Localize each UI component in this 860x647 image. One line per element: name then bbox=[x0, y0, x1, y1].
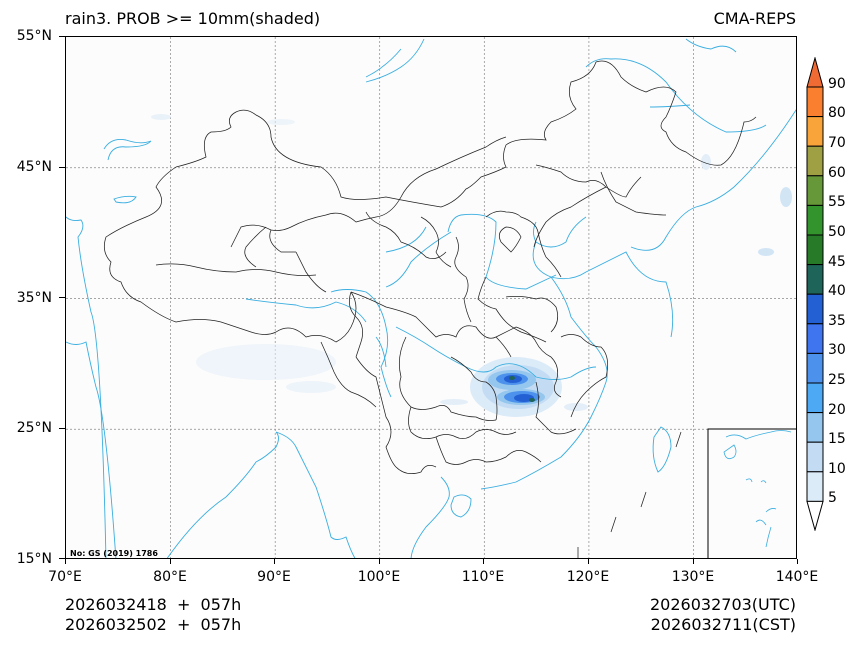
cb-label-20: 20 bbox=[828, 402, 846, 418]
colorbar bbox=[806, 57, 824, 531]
map-canvas: No: GS (2019) 1786 bbox=[66, 37, 796, 558]
y-tick-mark bbox=[59, 297, 65, 298]
chart-title: rain3. PROB >= 10mm(shaded) bbox=[65, 9, 321, 28]
init-cst: 2026032502 + 057h bbox=[65, 615, 242, 634]
valid-time-block: 2026032703(UTC) 2026032711(CST) bbox=[650, 595, 796, 635]
x-tick-mark bbox=[170, 559, 171, 564]
cb-label-70: 70 bbox=[828, 135, 846, 151]
x-tick-70: 70°E bbox=[48, 569, 82, 585]
cb-label-90: 90 bbox=[828, 76, 846, 92]
inset-coast bbox=[723, 430, 792, 548]
x-tick-120: 120°E bbox=[566, 569, 610, 585]
valid-utc: 2026032703(UTC) bbox=[650, 595, 796, 614]
cb-label-50: 50 bbox=[828, 224, 846, 240]
y-tick-mark bbox=[59, 36, 65, 37]
x-tick-100: 100°E bbox=[357, 569, 401, 585]
x-tick-80: 80°E bbox=[153, 569, 187, 585]
valid-cst: 2026032711(CST) bbox=[650, 615, 796, 634]
model-name: CMA-REPS bbox=[713, 9, 796, 28]
y-tick-15: 15°N bbox=[16, 551, 52, 567]
cb-label-80: 80 bbox=[828, 105, 846, 121]
y-tick-35: 35°N bbox=[16, 290, 52, 306]
x-tick-mark bbox=[693, 559, 694, 564]
y-tick-mark bbox=[59, 428, 65, 429]
map-panel: No: GS (2019) 1786 bbox=[65, 36, 797, 559]
x-tick-mark bbox=[483, 559, 484, 564]
cb-label-55: 55 bbox=[828, 194, 846, 210]
cb-label-15: 15 bbox=[828, 431, 846, 447]
y-tick-mark bbox=[59, 167, 65, 168]
gridlines bbox=[66, 37, 796, 558]
cb-label-35: 35 bbox=[828, 313, 846, 329]
probability-shading bbox=[151, 114, 792, 417]
cb-label-30: 30 bbox=[828, 342, 846, 358]
admin-borders bbox=[103, 60, 757, 558]
cb-label-40: 40 bbox=[828, 283, 846, 299]
x-tick-mark bbox=[588, 559, 589, 564]
x-tick-mark bbox=[274, 559, 275, 564]
coastlines-rivers bbox=[66, 38, 796, 558]
inset-frame bbox=[707, 428, 796, 558]
x-tick-140: 140°E bbox=[775, 569, 819, 585]
y-tick-45: 45°N bbox=[16, 159, 52, 175]
y-tick-mark bbox=[59, 558, 65, 559]
y-tick-25: 25°N bbox=[16, 420, 52, 436]
x-tick-130: 130°E bbox=[671, 569, 715, 585]
y-tick-55: 55°N bbox=[16, 28, 52, 44]
x-tick-mark bbox=[797, 559, 798, 564]
cb-label-10: 10 bbox=[828, 461, 846, 477]
init-utc: 2026032418 + 057h bbox=[65, 595, 242, 614]
x-tick-110: 110°E bbox=[461, 569, 505, 585]
x-tick-mark bbox=[379, 559, 380, 564]
init-time-block: 2026032418 + 057h 2026032502 + 057h bbox=[65, 595, 241, 635]
cb-label-25: 25 bbox=[828, 372, 846, 388]
cb-label-5: 5 bbox=[828, 490, 837, 506]
colorbar-under-arrow bbox=[806, 500, 824, 531]
cb-label-60: 60 bbox=[828, 165, 846, 181]
cb-label-45: 45 bbox=[828, 254, 846, 270]
x-tick-90: 90°E bbox=[257, 569, 291, 585]
map-credit: No: GS (2019) 1786 bbox=[70, 549, 158, 558]
colorbar-over-arrow bbox=[806, 57, 824, 88]
x-tick-mark bbox=[65, 559, 66, 564]
